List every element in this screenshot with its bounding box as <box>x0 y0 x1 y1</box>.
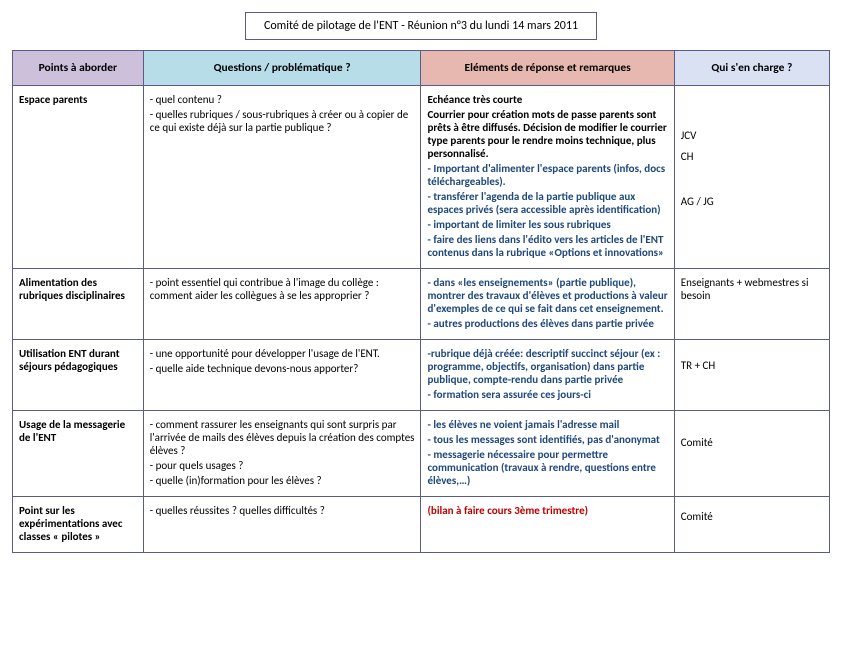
response-text: (bilan à faire cours 3ème trimestre) <box>427 504 667 517</box>
page-title: Comité de pilotage de l'ENT - Réunion n°… <box>245 12 597 40</box>
response-text: - faire des liens dans l'édito vers les … <box>427 233 667 259</box>
response-text: - Important d'alimenter l'espace parents… <box>427 162 667 188</box>
response-text: - messagerie nécessaire pour permettre c… <box>427 448 667 487</box>
response-text: Courrier pour création mots de passe par… <box>427 108 667 160</box>
topic-label: Utilisation ENT durant séjours pédagogiq… <box>19 347 137 373</box>
meeting-table: Points à aborder Questions / problématiq… <box>12 50 830 553</box>
response-text: - les élèves ne voient jamais l'adresse … <box>427 418 667 431</box>
table-row: Usage de la messagerie de l'ENT - commen… <box>13 411 830 497</box>
topic-label: Espace parents <box>19 93 137 106</box>
question-text: - quelles rubriques / sous-rubriques à c… <box>150 108 415 134</box>
response-text: - autres productions des élèves dans par… <box>427 317 667 330</box>
question-text: - pour quels usages ? <box>150 459 415 472</box>
question-text: - quel contenu ? <box>150 93 415 106</box>
owner-text: CH <box>681 150 823 163</box>
topic-label: Point sur les expérimentations avec clas… <box>19 504 137 543</box>
table-row: Utilisation ENT durant séjours pédagogiq… <box>13 340 830 411</box>
owner-text: JCV <box>681 129 823 142</box>
question-text: - quelle (in)formation pour les élèves ? <box>150 474 415 487</box>
col-points: Points à aborder <box>13 51 144 86</box>
col-questions: Questions / problématique ? <box>143 51 421 86</box>
question-text: - comment rassurer les enseignants qui s… <box>150 418 415 457</box>
table-row: Alimentation des rubriques disciplinaire… <box>13 269 830 340</box>
response-text: - transférer l'agenda de la partie publi… <box>427 190 667 216</box>
response-text: - tous les messages sont identifiés, pas… <box>427 433 667 446</box>
topic-label: Usage de la messagerie de l'ENT <box>19 418 137 444</box>
response-text: -rubrique déjà créée: descriptif succinc… <box>427 347 667 386</box>
owner-text: AG / JG <box>681 195 823 208</box>
col-charge: Qui s'en charge ? <box>674 51 829 86</box>
table-row: Espace parents - quel contenu ? - quelle… <box>13 86 830 269</box>
owner-text: Comité <box>681 510 823 523</box>
owner-text: Comité <box>681 436 823 449</box>
response-text: - important de limiter les sous rubrique… <box>427 218 667 231</box>
response-text: Echéance très courte <box>427 93 667 106</box>
question-text: - point essentiel qui contribue à l'imag… <box>150 276 415 302</box>
table-row: Point sur les expérimentations avec clas… <box>13 497 830 553</box>
response-text: - formation sera assurée ces jours-ci <box>427 388 667 401</box>
question-text: - une opportunité pour développer l'usag… <box>150 347 415 360</box>
question-text: - quelles réussites ? quelles difficulté… <box>150 504 415 517</box>
response-text: - dans «les enseignements» (partie publi… <box>427 276 667 315</box>
topic-label: Alimentation des rubriques disciplinaire… <box>19 276 137 302</box>
owner-text: Enseignants + webmestres si besoin <box>681 276 823 302</box>
table-header-row: Points à aborder Questions / problématiq… <box>13 51 830 86</box>
question-text: - quelle aide technique devons-nous appo… <box>150 362 415 375</box>
col-reponses: Eléments de réponse et remarques <box>421 51 674 86</box>
owner-text: TR + CH <box>681 359 823 372</box>
